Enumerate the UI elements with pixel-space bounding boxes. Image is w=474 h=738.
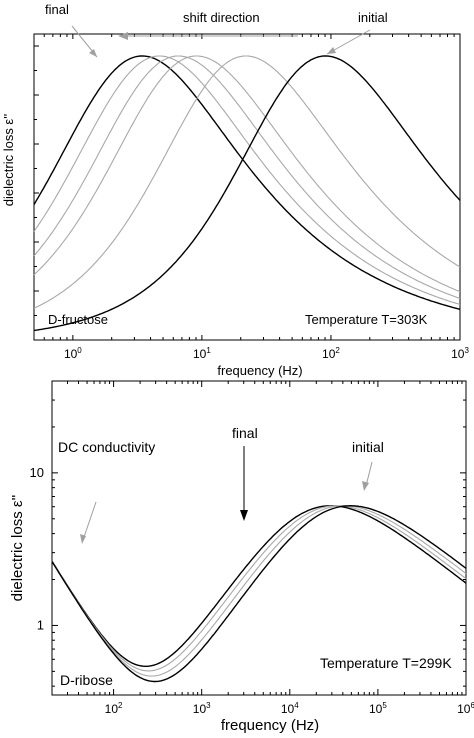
- top-annotation-final: final: [45, 2, 69, 17]
- bottom-curve-1: [51, 504, 467, 667]
- top-curve-6: [33, 55, 461, 332]
- top-curve-5: [33, 55, 461, 309]
- bottom-curve-4: [51, 504, 467, 683]
- bottom-initial-arrow: [365, 461, 373, 487]
- bottom-curves: [51, 504, 467, 683]
- top-curve-4: [33, 55, 461, 293]
- top-chart: 100 101 102 103 frequency (Hz) dielectric l…: [1, 2, 469, 378]
- bottom-curve-3: [51, 505, 467, 677]
- top-x-tick-label: 102: [322, 346, 340, 361]
- bottom-x-tick-label: 102: [105, 701, 123, 716]
- bottom-final-arrowhead: [240, 510, 248, 521]
- top-plot-frame: [33, 33, 461, 341]
- bottom-annotation-dc-conductivity: DC conductivity: [58, 439, 155, 455]
- top-curve-3: [33, 55, 461, 299]
- bottom-x-tick-label: 104: [281, 701, 299, 716]
- bottom-x-tick-label: 106: [457, 701, 474, 716]
- bottom-plot-frame: [51, 380, 467, 696]
- bottom-y-tick-label: 1: [37, 617, 44, 632]
- bottom-initial-arrowhead: [362, 481, 369, 491]
- bottom-chart: 102 103 104 105 106 1 10 frequency (Hz) dielec…: [9, 380, 474, 734]
- bottom-curve-2: [51, 505, 467, 672]
- top-y-axis-label: dielectric loss ε'': [1, 114, 16, 206]
- bottom-temperature-label: Temperature T=299K: [320, 655, 452, 671]
- bottom-x-tick-label: 103: [193, 701, 211, 716]
- bottom-y-tick-label: 10: [30, 465, 44, 480]
- bottom-x-axis-label: frequency (Hz): [221, 717, 319, 734]
- top-x-tick-label: 100: [64, 346, 82, 361]
- top-curves: [33, 55, 461, 332]
- bottom-ticks: 102 103 104 105 106 1 10: [30, 380, 474, 716]
- bottom-sample-label: D-ribose: [60, 672, 113, 688]
- top-temperature-label: Temperature T=303K: [305, 312, 428, 327]
- top-final-arrowhead: [89, 49, 97, 57]
- bottom-annotation-final: final: [232, 425, 258, 441]
- top-initial-arrowhead: [327, 47, 336, 54]
- bottom-dc-arrowhead: [80, 534, 86, 544]
- top-annotation-initial: initial: [358, 10, 388, 25]
- top-x-tick-label: 101: [193, 346, 211, 361]
- bottom-annotation-initial: initial: [352, 439, 384, 455]
- bottom-dc-arrow: [82, 501, 97, 541]
- top-annotation-shift-direction: shift direction: [183, 10, 260, 25]
- bottom-x-tick-label: 105: [369, 701, 387, 716]
- top-shift-arrowhead: [118, 32, 128, 40]
- bottom-y-axis-label: dielectric loss ε'': [9, 495, 26, 602]
- top-x-axis-label: frequency (Hz): [217, 363, 302, 378]
- top-sample-label: D-fructose: [48, 312, 108, 327]
- top-x-tick-label: 103: [451, 346, 469, 361]
- top-curve-2: [33, 55, 461, 306]
- top-curve-1: [33, 55, 461, 310]
